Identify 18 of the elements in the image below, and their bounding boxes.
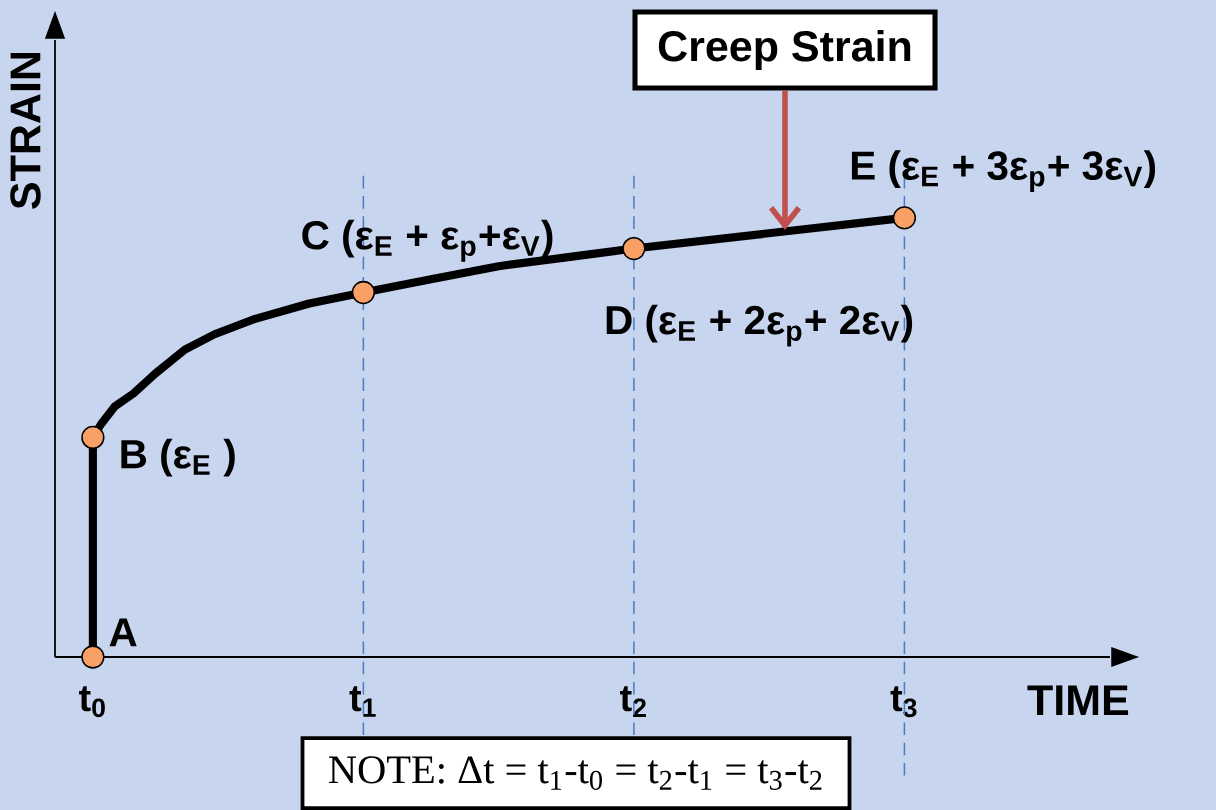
x-tick-label: t$_{2}$ [620,686,646,717]
annotation: C (ε$_{E}$ + ε$_{p}$+ε$_{V}$) [302,219,553,262]
annotation: A [109,618,137,647]
text: Creep Strain [658,29,911,71]
point [81,425,105,450]
x-tick-label: t$_{3}$ [890,686,917,718]
annotation: B (ε$_{E}$ ) [121,438,235,477]
y-axis-title: STRAIN [10,52,41,209]
text: NOTE: Δt = t$_{1}$-t$_{0}$ = t$_{2}$-t$_{1}$ = t$_{3}$-t$_{2}$ [328,756,822,790]
x-axis-title: TIME [1027,685,1129,715]
annotation: D (ε$_{E}$ + 2ε$_{p}$+ 2ε$_{V}$) [606,304,913,347]
point [892,206,917,230]
x-tick-label: t$_{0}$ [79,686,105,718]
annotation: E (ε$_{E}$ + 3ε$_{p}$+ 3ε$_{V}$) [851,150,1156,193]
point [81,645,105,669]
point [351,280,376,305]
x-tick-label: t$_{1}$ [349,686,376,717]
point [622,236,646,261]
